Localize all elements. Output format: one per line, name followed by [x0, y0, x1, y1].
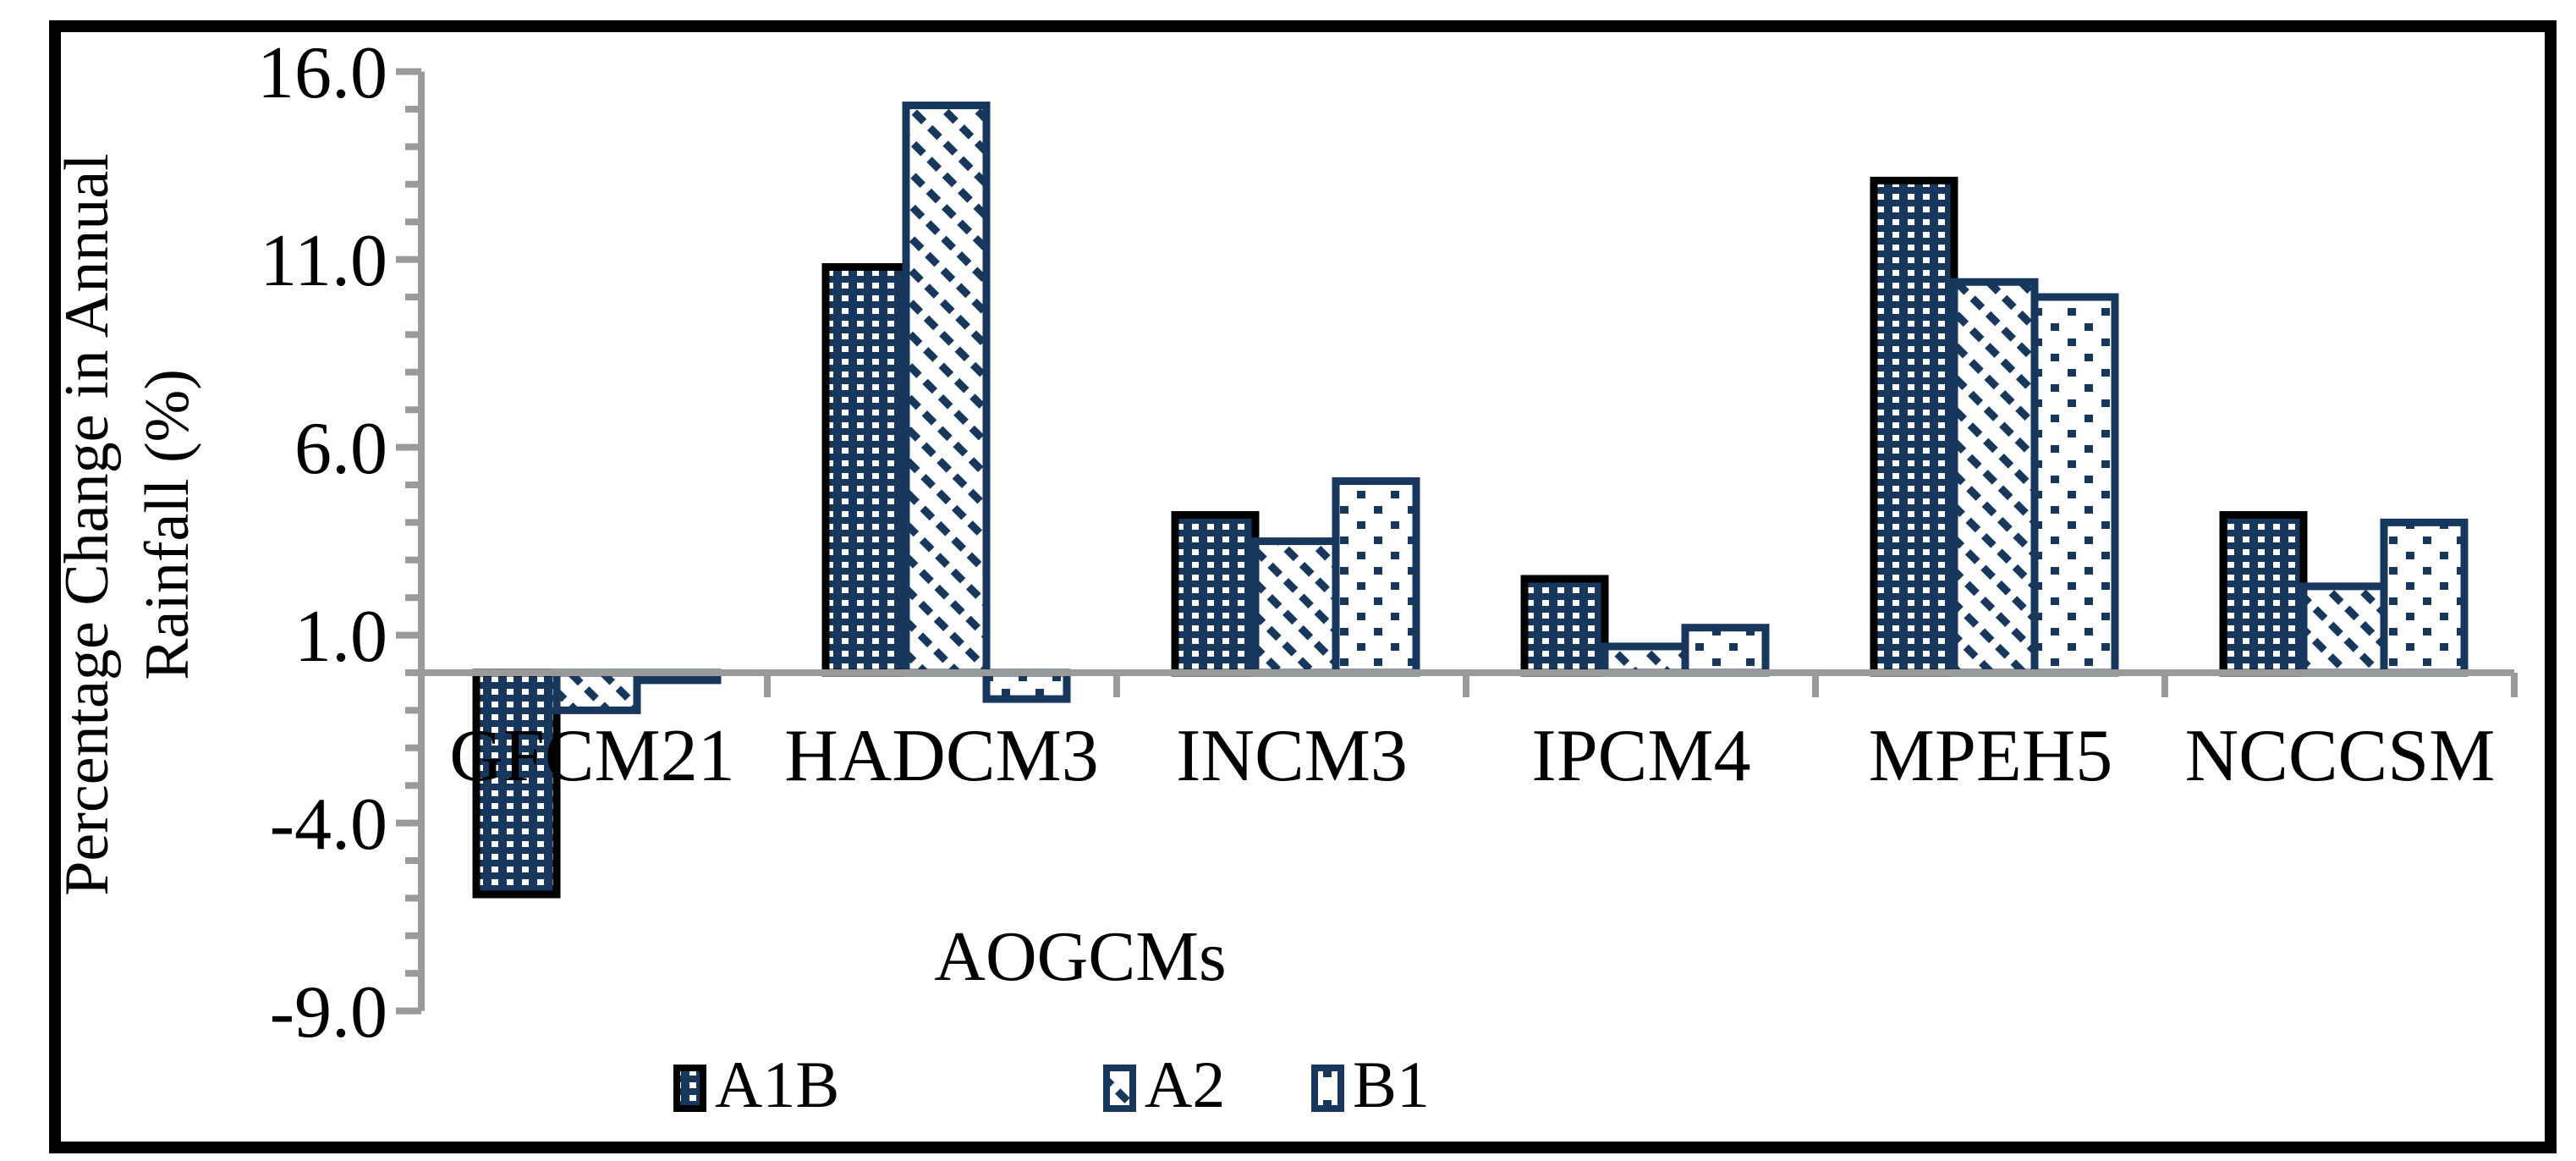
- category-label-gfcm21: GFCM21: [449, 715, 734, 797]
- bar-hadcm3-a2: [902, 102, 991, 677]
- bar-incm3-a1b: [1171, 511, 1260, 677]
- ytick-label-1: 1.0: [294, 596, 387, 678]
- bar-ipcm4-b1: [1681, 624, 1770, 677]
- category-label-ipcm4: IPCM4: [1531, 715, 1750, 797]
- legend-label-a2: A2: [1145, 1048, 1225, 1121]
- bar-ncccsm-b1: [2380, 518, 2469, 677]
- legend-swatch-a2: [1103, 1065, 1136, 1112]
- legend-swatch-b1: [1311, 1065, 1344, 1112]
- bar-ipcm4-a2: [1601, 642, 1689, 677]
- bars: [472, 102, 2469, 899]
- axes: [396, 68, 2518, 1015]
- bar-mpeh5-a2: [1950, 278, 2039, 677]
- ytick-label-neg4: -4.0: [270, 784, 387, 866]
- y-axis-title-line2: Rainfall (%): [133, 369, 202, 680]
- bar-ncccsm-a2: [2299, 582, 2388, 677]
- legend-label-a1b: A1B: [715, 1048, 839, 1121]
- bar-hadcm3-a1b: [821, 262, 910, 677]
- bar-ncccsm-a1b: [2219, 511, 2308, 677]
- ytick-label-11: 11.0: [260, 220, 387, 302]
- ytick-label-16: 16.0: [257, 32, 387, 114]
- ytick-label-neg9: -9.0: [270, 971, 387, 1054]
- figure-frame-border: [49, 20, 2557, 1153]
- bar-ipcm4-a1b: [1520, 575, 1609, 677]
- bar-mpeh5-a1b: [1870, 176, 1958, 677]
- category-label-hadcm3: HADCM3: [784, 715, 1099, 797]
- bar-incm3-b1: [1332, 477, 1420, 677]
- y-axis-title-line1: Percentage Change in Annual: [52, 153, 122, 895]
- legend-swatch-a1b: [673, 1065, 706, 1112]
- category-label-ncccsm: NCCCSM: [2185, 715, 2496, 797]
- legend: A1B A2 B1: [673, 1048, 1430, 1121]
- category-label-incm3: INCM3: [1176, 715, 1408, 797]
- category-label-mpeh5: MPEH5: [1869, 715, 2113, 797]
- bar-incm3-a2: [1251, 537, 1340, 677]
- bar-gfcm21-a2: [552, 669, 641, 714]
- ytick-label-6: 6.0: [294, 408, 387, 490]
- bar-gfcm21-a1b: [472, 669, 561, 899]
- bar-mpeh5-b1: [2030, 293, 2119, 677]
- x-axis-title: AOGCMs: [934, 917, 1226, 996]
- bar-hadcm3-b1: [982, 669, 1071, 703]
- legend-label-b1: B1: [1353, 1048, 1430, 1121]
